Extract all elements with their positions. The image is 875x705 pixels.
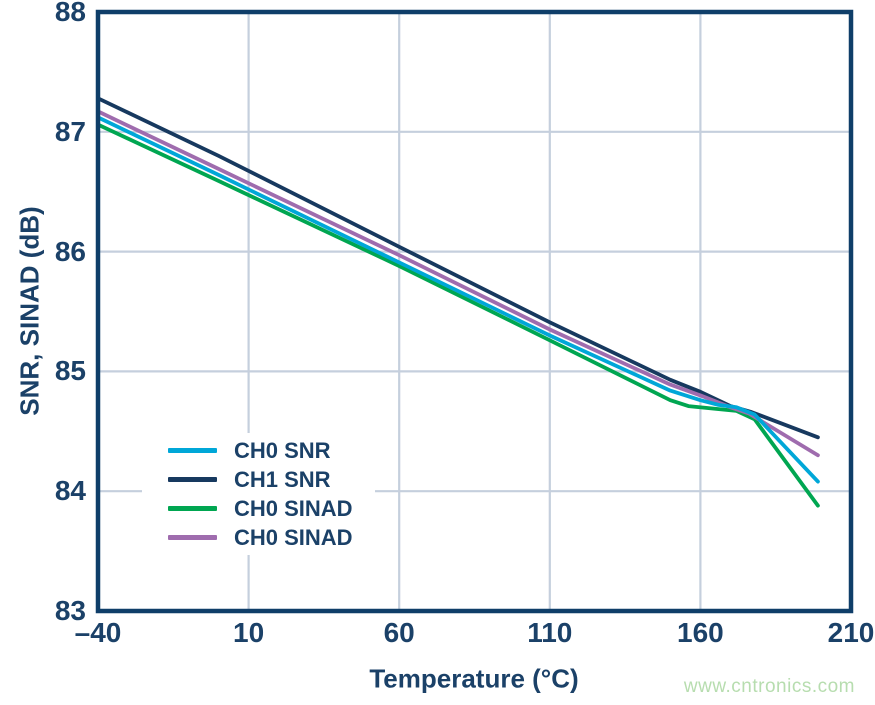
legend-label: CH0 SNR <box>234 437 331 463</box>
legend-swatch <box>168 506 217 511</box>
legend-item: CH1 SNR <box>168 465 375 494</box>
x-tick-label: 10 <box>233 617 265 648</box>
legend-label: CH0 SINAD <box>234 495 353 521</box>
watermark-text: www.cntronics.com <box>683 676 855 697</box>
x-tick-label: 160 <box>677 617 724 648</box>
x-tick-label: 210 <box>827 617 875 648</box>
legend-label: CH1 SNR <box>234 466 331 492</box>
legend-item: CH0 SINAD <box>168 494 375 523</box>
series-line <box>96 115 820 484</box>
plot-border <box>95 9 854 614</box>
series-line <box>96 96 820 440</box>
legend-item: CH0 SINAD <box>168 523 375 552</box>
y-tick-label: 86 <box>54 235 86 267</box>
x-tick-label: –40 <box>74 617 122 648</box>
legend-label: CH0 SINAD <box>234 524 353 550</box>
x-axis-title: Temperature (°C) <box>369 663 579 694</box>
y-axis-title: SNR, SINAD (dB) <box>14 206 45 416</box>
x-tick-label: 110 <box>527 617 573 648</box>
legend: CH0 SNR CH1 SNR CH0 SINAD CH0 SINAD <box>142 433 375 555</box>
y-tick-label: 85 <box>54 355 86 387</box>
y-axis-tick-labels: 83 84 85 86 87 88 <box>0 0 86 705</box>
legend-item: CH0 SNR <box>168 436 375 465</box>
y-tick-label: 88 <box>54 0 86 27</box>
legend-swatch <box>168 477 217 482</box>
x-tick-label: 60 <box>383 617 415 648</box>
y-tick-label: 87 <box>54 115 86 147</box>
legend-swatch <box>168 448 217 453</box>
y-tick-label: 83 <box>54 595 86 626</box>
legend-swatch <box>168 535 217 540</box>
y-tick-label: 84 <box>54 475 86 507</box>
series-line <box>96 122 820 508</box>
